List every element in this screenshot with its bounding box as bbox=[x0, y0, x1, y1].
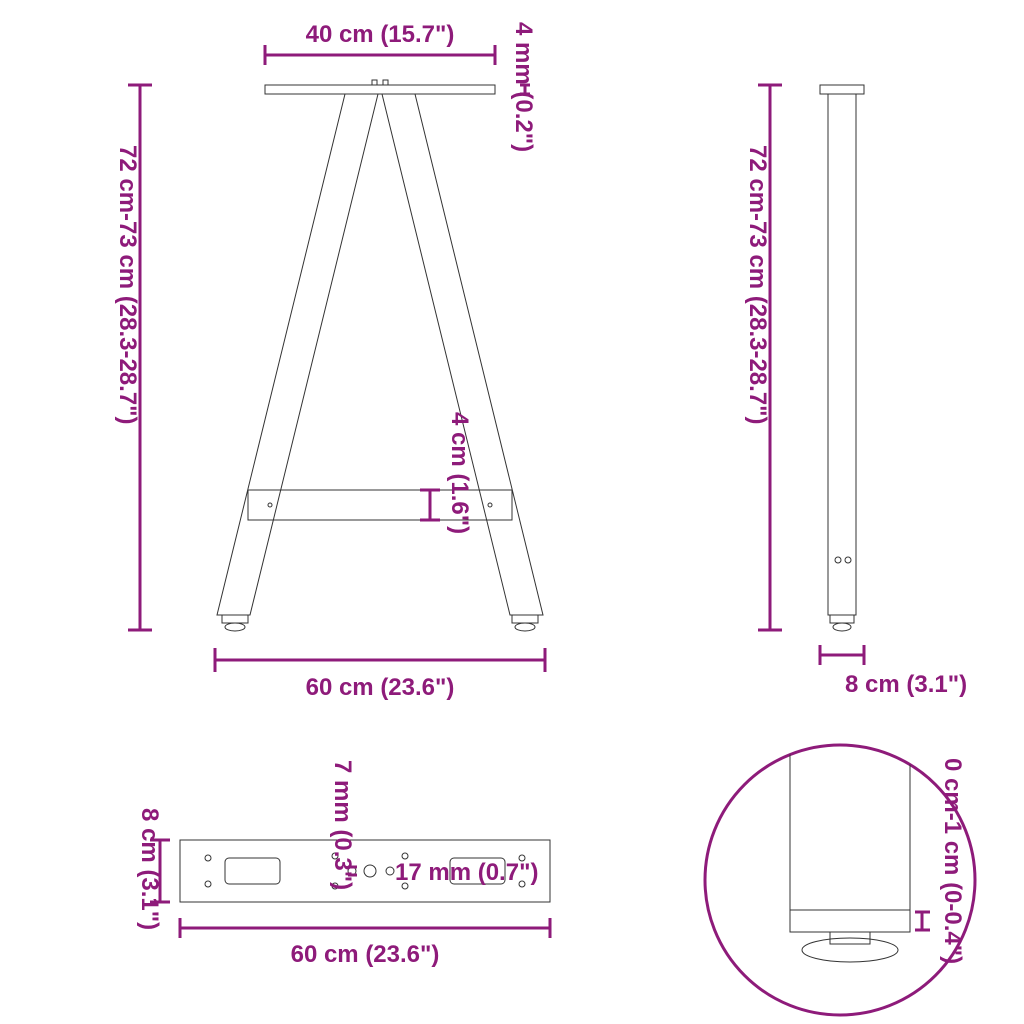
label-topview-depth: 8 cm (3.1") bbox=[136, 808, 163, 930]
foot-detail: 0 cm-1 cm (0-0.4") bbox=[705, 740, 975, 1015]
label-foot-adjust: 0 cm-1 cm (0-0.4") bbox=[939, 758, 966, 964]
dim-topview-width: 60 cm (23.6") bbox=[180, 918, 550, 968]
label-top-thickness: 4 mm (0.2") bbox=[510, 22, 537, 152]
side-view bbox=[820, 85, 864, 631]
label-height-main: 72 cm-73 cm (28.3-28.7") bbox=[114, 145, 141, 425]
dim-topview-hole1: 7 mm (0.3") bbox=[329, 760, 357, 890]
dim-crossbar: 4 cm (1.6") bbox=[420, 412, 473, 534]
label-topview-width: 60 cm (23.6") bbox=[291, 941, 440, 968]
dim-base-width: 60 cm (23.6") bbox=[215, 648, 545, 701]
label-top-width: 40 cm (15.7") bbox=[306, 21, 455, 48]
label-side-depth: 8 cm (3.1") bbox=[845, 671, 967, 698]
dim-side-height: 72 cm-73 cm (28.3-28.7") bbox=[744, 85, 782, 630]
label-topview-hole2: 17 mm (0.7") bbox=[395, 859, 538, 886]
dim-top-thickness: 4 mm (0.2") bbox=[510, 22, 537, 152]
label-side-height: 72 cm-73 cm (28.3-28.7") bbox=[744, 145, 771, 425]
label-topview-hole1: 7 mm (0.3") bbox=[329, 760, 356, 890]
dim-topview-hole2: 17 mm (0.7") bbox=[395, 859, 538, 886]
label-base-width: 60 cm (23.6") bbox=[306, 674, 455, 701]
dim-side-depth: 8 cm (3.1") bbox=[820, 645, 967, 698]
dim-topview-depth: 8 cm (3.1") bbox=[136, 808, 170, 930]
dim-top-width: 40 cm (15.7") bbox=[265, 21, 495, 65]
dim-height-main: 72 cm-73 cm (28.3-28.7") bbox=[114, 85, 152, 630]
front-view bbox=[217, 80, 543, 631]
label-crossbar: 4 cm (1.6") bbox=[446, 412, 473, 534]
